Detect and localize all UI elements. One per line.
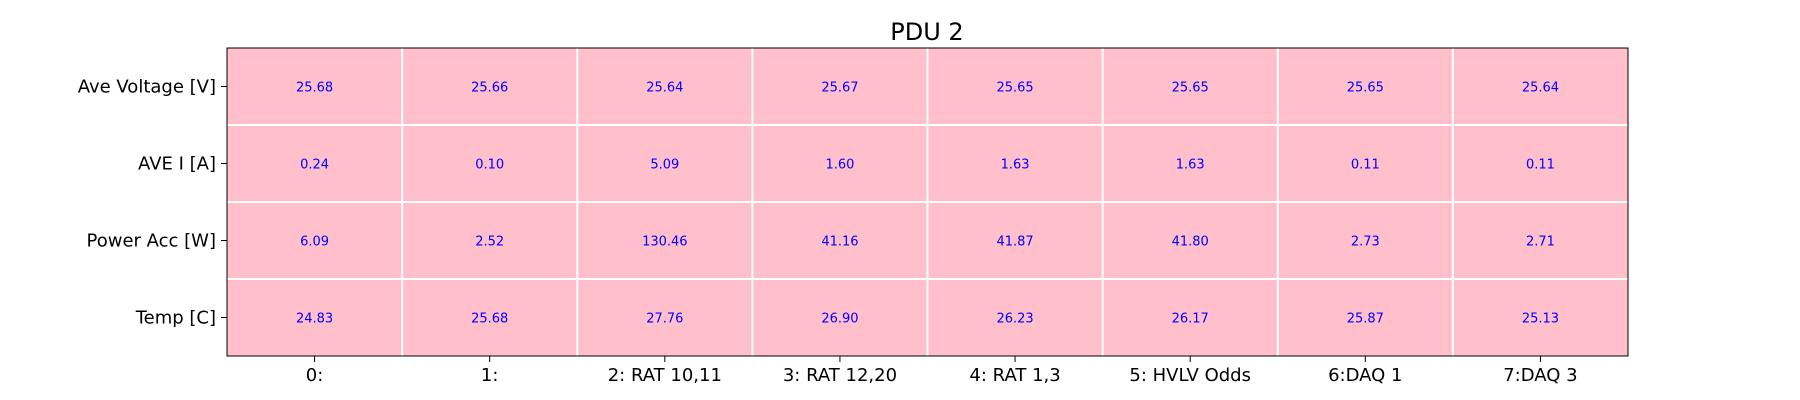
x-tick-label: 1: — [481, 365, 499, 386]
x-tick-label: 5: HVLV Odds — [1129, 365, 1251, 386]
heatmap-value: 25.65 — [996, 81, 1033, 96]
heatmap-value: 25.65 — [1172, 81, 1209, 96]
heatmap-cell — [402, 279, 578, 356]
heatmap-cell — [227, 125, 403, 202]
heatmap-value: 26.23 — [996, 312, 1033, 327]
x-axis: 0: 1: 2: RAT 10,11 3: RAT 12,20 4: RAT 1,3 5:… — [306, 356, 1578, 386]
heatmap-cell — [752, 125, 928, 202]
heatmap-values: 25.68 25.66 25.64 25.67 25.65 25.65 25.65 25.64… — [296, 81, 1559, 327]
heatmap-cell — [402, 202, 578, 279]
heatmap-cell — [1277, 125, 1453, 202]
heatmap-cell — [1452, 125, 1628, 202]
y-tick-label: Ave Voltage [V] — [78, 77, 216, 98]
heatmap-value: 0.11 — [1351, 158, 1380, 173]
heatmap-value: 41.87 — [996, 235, 1033, 250]
heatmap-value: 25.87 — [1347, 312, 1384, 327]
heatmap-cell — [752, 279, 928, 356]
heatmap-cell — [577, 279, 753, 356]
heatmap-value: 25.68 — [296, 81, 333, 96]
heatmap-cells — [227, 48, 1628, 356]
heatmap-cell — [227, 48, 403, 125]
heatmap-value: 41.80 — [1172, 235, 1209, 250]
chart-title: PDU 2 — [890, 18, 963, 46]
heatmap-value: 0.11 — [1526, 158, 1555, 173]
y-tick-label: Temp [C] — [135, 308, 216, 329]
heatmap-value: 2.52 — [475, 235, 504, 250]
heatmap-cell — [1452, 202, 1628, 279]
heatmap-cell — [1102, 202, 1278, 279]
x-tick-label: 6:DAQ 1 — [1328, 365, 1402, 386]
heatmap-cell — [927, 279, 1103, 356]
y-axis: Ave Voltage [V] AVE I [A] Power Acc [W] Tem… — [78, 77, 227, 329]
heatmap-cell — [227, 202, 403, 279]
heatmap-cell — [1452, 279, 1628, 356]
heatmap-cell — [1277, 279, 1453, 356]
heatmap-cell — [1452, 48, 1628, 125]
heatmap-value: 2.71 — [1526, 235, 1555, 250]
heatmap-value: 0.10 — [475, 158, 504, 173]
heatmap-cell — [227, 279, 403, 356]
heatmap-cell — [927, 125, 1103, 202]
heatmap-value: 6.09 — [300, 235, 329, 250]
heatmap-value: 24.83 — [296, 312, 333, 327]
heatmap-value: 25.64 — [1522, 81, 1559, 96]
heatmap-cell — [1102, 279, 1278, 356]
heatmap-value: 27.76 — [646, 312, 683, 327]
heatmap-gridlines — [227, 48, 1628, 356]
heatmap-cell — [1102, 48, 1278, 125]
heatmap-value: 41.16 — [821, 235, 858, 250]
heatmap-cell — [402, 48, 578, 125]
heatmap-cell — [577, 48, 753, 125]
heatmap-value: 2.73 — [1351, 235, 1380, 250]
heatmap-cell — [402, 125, 578, 202]
x-tick-label: 7:DAQ 3 — [1503, 365, 1577, 386]
heatmap-value: 26.90 — [821, 312, 858, 327]
heatmap-value: 25.65 — [1347, 81, 1384, 96]
x-tick-label: 3: RAT 12,20 — [783, 365, 897, 386]
heatmap-value: 25.68 — [471, 312, 508, 327]
heatmap-value: 1.60 — [825, 158, 854, 173]
heatmap-value: 1.63 — [1176, 158, 1205, 173]
x-tick-label: 0: — [306, 365, 324, 386]
heatmap-value: 26.17 — [1172, 312, 1209, 327]
heatmap-cell — [752, 48, 928, 125]
x-tick-label: 2: RAT 10,11 — [608, 365, 722, 386]
heatmap-value: 25.64 — [646, 81, 683, 96]
y-tick-label: Power Acc [W] — [87, 231, 217, 252]
heatmap-cell — [1277, 48, 1453, 125]
x-tick-label: 4: RAT 1,3 — [969, 365, 1060, 386]
heatmap-cell — [1102, 125, 1278, 202]
heatmap-value: 1.63 — [1001, 158, 1030, 173]
heatmap-value: 5.09 — [650, 158, 679, 173]
heatmap-cell — [1277, 202, 1453, 279]
plot-frame — [226, 47, 1629, 357]
heatmap-cell — [577, 125, 753, 202]
heatmap-value: 25.67 — [821, 81, 858, 96]
heatmap-cell — [577, 202, 753, 279]
heatmap-value: 130.46 — [642, 235, 688, 250]
heatmap-value: 0.24 — [300, 158, 329, 173]
heatmap-value: 25.66 — [471, 81, 508, 96]
y-tick-label: AVE I [A] — [138, 154, 216, 175]
heatmap-cell — [927, 202, 1103, 279]
heatmap-cell — [927, 48, 1103, 125]
heatmap-cell — [752, 202, 928, 279]
heatmap-value: 25.13 — [1522, 312, 1559, 327]
